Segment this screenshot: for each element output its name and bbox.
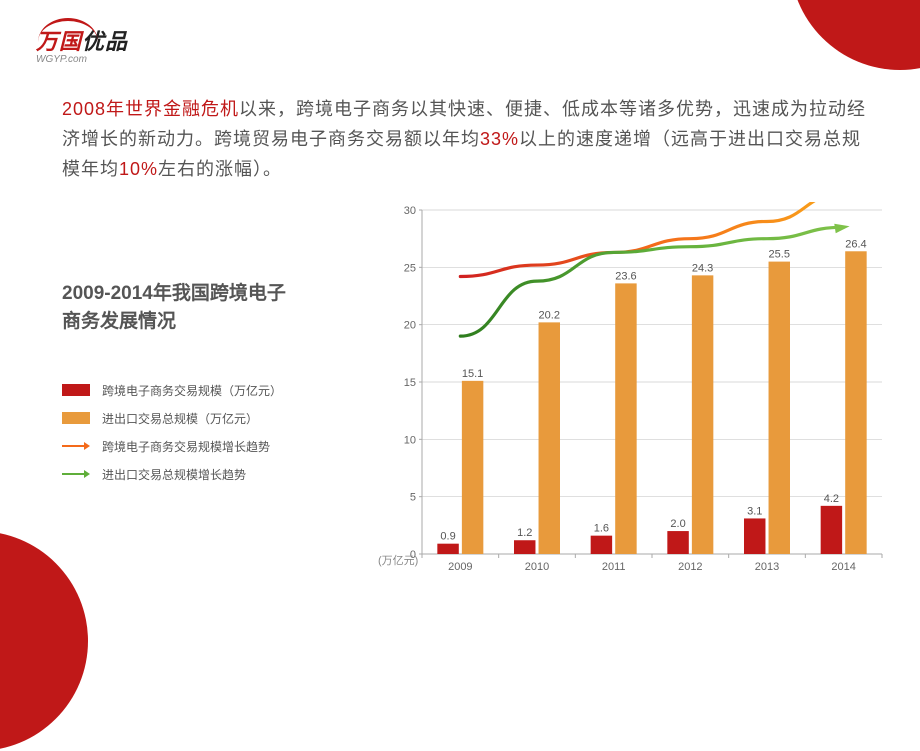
corner-arc-bl <box>0 531 88 751</box>
chart-subtitle: 2009-2014年我国跨境电子 商务发展情况 <box>62 280 362 336</box>
svg-text:25.5: 25.5 <box>769 249 790 261</box>
legend-line2: 进出口交易总规模增长趋势 <box>62 466 362 482</box>
svg-text:26.4: 26.4 <box>845 238 866 250</box>
svg-text:25: 25 <box>404 262 416 274</box>
legend: 跨境电子商务交易规模（万亿元） 进出口交易总规模（万亿元） 跨境电子商务交易规模… <box>62 382 362 482</box>
intro-t3: 左右的涨幅）。 <box>158 159 282 179</box>
legend-line-label-trade: 进出口交易总规模增长趋势 <box>102 466 246 483</box>
svg-text:2014: 2014 <box>831 561 855 573</box>
subtitle-l1: 2009-2014年我国跨境电子 <box>62 283 286 304</box>
svg-text:2.0: 2.0 <box>670 518 685 530</box>
svg-text:1.2: 1.2 <box>517 527 532 539</box>
chart: 05101520253020090.915.120101.220.220111.… <box>382 202 892 582</box>
svg-text:15.1: 15.1 <box>462 368 483 380</box>
svg-text:20.2: 20.2 <box>539 309 560 321</box>
legend-swatch-ecom <box>62 384 90 396</box>
intro-hl1: 2008年世界金融危机 <box>62 99 239 119</box>
legend-bar1: 跨境电子商务交易规模（万亿元） <box>62 382 362 398</box>
svg-text:4.2: 4.2 <box>824 493 839 505</box>
legend-line-swatch-trade <box>62 468 90 480</box>
svg-text:0.9: 0.9 <box>440 531 455 543</box>
unit-label: (万亿元) <box>378 552 418 568</box>
brand-logo: 万国优品 WGYP.com <box>36 24 128 65</box>
svg-text:24.3: 24.3 <box>692 262 713 274</box>
legend-label-ecom: 跨境电子商务交易规模（万亿元） <box>102 382 282 399</box>
intro-hl3: 10% <box>119 159 158 179</box>
intro-hl2: 33% <box>480 129 519 149</box>
svg-text:2013: 2013 <box>755 561 779 573</box>
legend-line1: 跨境电子商务交易规模增长趋势 <box>62 438 362 454</box>
svg-text:2009: 2009 <box>448 561 472 573</box>
svg-text:10: 10 <box>404 434 416 446</box>
chart-svg: 05101520253020090.915.120101.220.220111.… <box>382 202 892 582</box>
legend-line-swatch-ecom <box>62 440 90 452</box>
svg-text:2012: 2012 <box>678 561 702 573</box>
svg-text:30: 30 <box>404 205 416 217</box>
svg-text:2011: 2011 <box>602 561 626 573</box>
legend-swatch-trade <box>62 412 90 424</box>
svg-text:5: 5 <box>410 492 416 504</box>
legend-line-label-ecom: 跨境电子商务交易规模增长趋势 <box>102 438 270 455</box>
svg-text:15: 15 <box>404 377 416 389</box>
svg-text:3.1: 3.1 <box>747 505 762 517</box>
svg-text:2010: 2010 <box>525 561 549 573</box>
intro-paragraph: 2008年世界金融危机以来，跨境电子商务以其快速、便捷、低成本等诸多优势，迅速成… <box>62 94 870 184</box>
legend-bar2: 进出口交易总规模（万亿元） <box>62 410 362 426</box>
left-column: 2009-2014年我国跨境电子 商务发展情况 跨境电子商务交易规模（万亿元） … <box>62 280 362 494</box>
svg-text:23.6: 23.6 <box>615 270 636 282</box>
svg-text:20: 20 <box>404 320 416 332</box>
svg-text:1.6: 1.6 <box>594 523 609 535</box>
corner-arc-tr <box>790 0 920 70</box>
legend-label-trade: 进出口交易总规模（万亿元） <box>102 410 258 427</box>
subtitle-l2: 商务发展情况 <box>62 311 176 332</box>
